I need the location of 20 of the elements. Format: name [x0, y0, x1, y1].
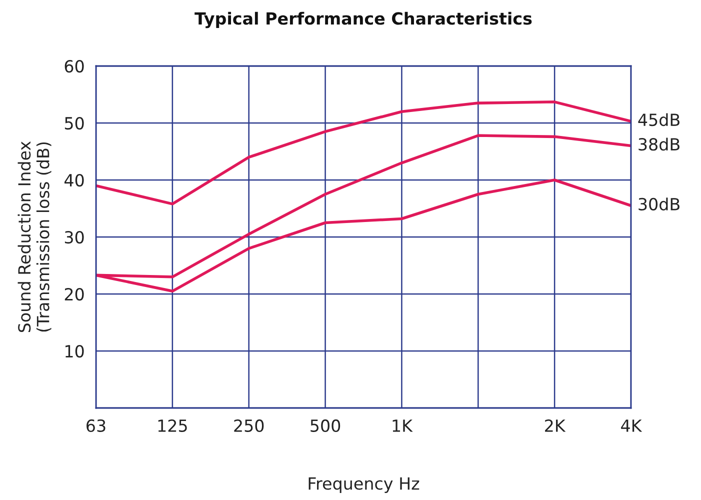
chart-title: Typical Performance Characteristics: [194, 12, 532, 28]
y-tick-label: 20: [64, 288, 84, 301]
series-label: 45dB: [638, 113, 680, 126]
y-tick-label: 40: [64, 174, 84, 187]
x-tick-label: 63: [86, 419, 106, 432]
y-tick-label: 10: [66, 344, 84, 358]
x-tick-label: 4K: [621, 420, 642, 432]
x-tick-label: 2K: [545, 419, 566, 432]
y-tick-label: 60: [64, 60, 84, 73]
x-tick-label: 1K: [392, 420, 413, 432]
series-label: 30dB: [638, 198, 680, 210]
y-tick-label: 30: [64, 230, 84, 244]
x-tick-label: 125: [158, 419, 187, 432]
y-tick-label: 50: [64, 116, 84, 130]
series-label: 38dB: [638, 138, 680, 151]
x-axis-title: Frequency Hz: [308, 477, 420, 494]
y-axis-title: Sound Reduction Index (Transmission loss (dB): [18, 141, 52, 332]
x-tick-label: 500: [310, 419, 340, 432]
x-tick-label: 250: [234, 419, 264, 432]
line-series: [96, 100, 631, 206]
